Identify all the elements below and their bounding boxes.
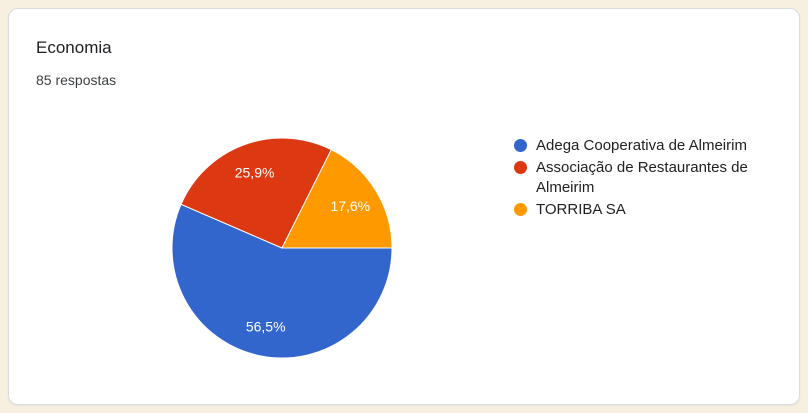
legend-swatch-icon: [514, 203, 527, 216]
pie-slice-3[interactable]: [281, 149, 393, 249]
pie-slice-label: 25,9%: [235, 165, 275, 181]
legend-swatch-icon: [514, 161, 527, 174]
chart-legend: Adega Cooperativa de Almeirim Associação …: [514, 136, 762, 222]
question-results-card: Economia 85 respostas 56,5% 25,9% 17,6% Ad…: [8, 8, 800, 405]
pie-slice-label: 17,6%: [330, 198, 370, 214]
pie-slice-label: 56,5%: [246, 319, 286, 335]
pie-slice-2[interactable]: [180, 137, 332, 249]
question-title: Economia: [36, 38, 112, 57]
pie-chart[interactable]: 56,5% 25,9% 17,6%: [164, 130, 400, 366]
legend-item-1: Adega Cooperativa de Almeirim: [514, 136, 762, 156]
pie-slice-1[interactable]: [171, 203, 393, 359]
legend-label: Associação de Restaurantes de Almeirim: [536, 159, 748, 196]
legend-label: TORRIBA SA: [536, 201, 626, 218]
responses-count: 85 respostas: [36, 72, 117, 88]
legend-label: Adega Cooperativa de Almeirim: [536, 137, 747, 154]
legend-swatch-icon: [514, 139, 527, 152]
legend-item-3: TORRIBA SA: [514, 200, 762, 220]
legend-item-2: Associação de Restaurantes de Almeirim: [514, 158, 762, 198]
